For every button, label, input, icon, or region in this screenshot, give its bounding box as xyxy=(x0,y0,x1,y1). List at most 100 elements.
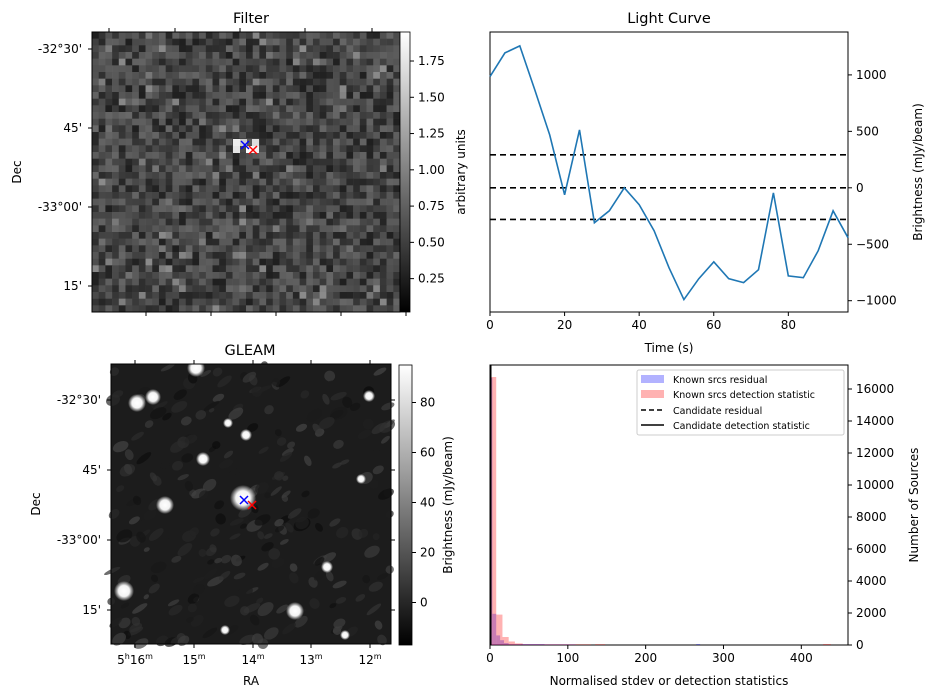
gleam-noise xyxy=(210,528,220,537)
filter-pixel xyxy=(346,92,354,99)
filter-pixel xyxy=(393,292,401,299)
filter-pixel xyxy=(373,278,381,286)
filter-pixel xyxy=(205,292,213,299)
filter-pixel xyxy=(299,98,307,106)
gleam-noise xyxy=(116,529,133,543)
filter-pixel xyxy=(172,298,180,306)
gleam-ylabel: Dec xyxy=(29,492,43,515)
filter-pixel xyxy=(252,185,260,193)
filter-pixel xyxy=(279,285,287,293)
filter-pixel xyxy=(232,205,240,213)
filter-pixel xyxy=(339,52,347,59)
filter-pixel xyxy=(145,85,153,93)
filter-pixel xyxy=(393,198,401,206)
filter-pixel xyxy=(312,305,320,313)
gleam-noise xyxy=(151,574,159,583)
gleam-noise xyxy=(287,441,296,449)
filter-pixel xyxy=(366,38,374,46)
filter-pixel xyxy=(138,98,146,106)
filter-pixel xyxy=(359,205,367,213)
filter-pixel xyxy=(165,205,173,213)
lightcurve-ytick-label: −500 xyxy=(856,237,889,251)
gleam-noise xyxy=(313,569,327,581)
filter-pixel xyxy=(199,65,207,73)
filter-pixel xyxy=(326,198,334,206)
filter-pixel xyxy=(98,52,106,59)
filter-pixel xyxy=(132,105,140,113)
filter-pixel xyxy=(333,185,341,193)
filter-pixel xyxy=(373,105,381,113)
filter-pixel xyxy=(92,45,99,53)
filter-pixel xyxy=(333,152,341,159)
filter-pixel xyxy=(98,172,106,179)
filter-pixel xyxy=(152,292,160,299)
filter-pixel xyxy=(92,125,99,133)
filter-pixel xyxy=(172,238,180,246)
gleam-noise xyxy=(300,390,310,399)
filter-pixel xyxy=(105,232,113,239)
filter-pixel xyxy=(205,205,213,213)
filter-pixel xyxy=(212,52,220,59)
filter-pixel xyxy=(306,185,314,193)
filter-pixel xyxy=(359,85,367,93)
gleam-noise xyxy=(256,597,264,604)
filter-pixel xyxy=(179,145,187,153)
filter-pixel xyxy=(272,245,280,253)
filter-pixel xyxy=(373,252,381,259)
filter-pixel xyxy=(366,158,374,166)
filter-pixel xyxy=(339,292,347,299)
filter-pixel xyxy=(125,125,133,133)
filter-pixel xyxy=(232,258,240,266)
filter-pixel xyxy=(125,132,133,139)
filter-pixel xyxy=(92,192,99,199)
filter-pixel xyxy=(192,72,200,79)
filter-pixel xyxy=(326,245,334,253)
filter-pixel xyxy=(266,238,274,246)
filter-pixel xyxy=(353,152,361,159)
filter-pixel xyxy=(272,45,280,53)
filter-pixel xyxy=(252,45,260,53)
filter-pixel xyxy=(192,212,200,219)
filter-pixel xyxy=(219,252,227,259)
filter-pixel xyxy=(299,72,307,79)
filter-pixel xyxy=(112,38,120,46)
filter-pixel xyxy=(259,152,267,159)
filter-pixel xyxy=(286,198,294,206)
filter-pixel xyxy=(266,58,274,66)
filter-pixel xyxy=(205,118,213,126)
filter-pixel xyxy=(232,105,240,113)
filter-pixel xyxy=(179,112,187,119)
gleam-noise xyxy=(168,604,183,616)
filter-pixel xyxy=(272,72,280,79)
filter-pixel xyxy=(299,198,307,206)
filter-pixel xyxy=(172,185,180,193)
filter-pixel xyxy=(158,245,166,253)
filter-pixel xyxy=(212,285,220,293)
filter-pixel xyxy=(145,38,153,46)
filter-pixel xyxy=(152,172,160,179)
filter-pixel xyxy=(299,252,307,259)
gleam-noise xyxy=(223,450,234,459)
filter-pixel xyxy=(286,292,294,299)
filter-pixel xyxy=(386,245,394,253)
filter-pixel xyxy=(373,125,381,133)
filter-pixel xyxy=(172,38,180,46)
legend-label-0: Known srcs residual xyxy=(673,375,767,386)
filter-pixel xyxy=(125,272,133,279)
filter-pixel xyxy=(92,238,99,246)
filter-pixel xyxy=(152,105,160,113)
lightcurve-ytick-label: 500 xyxy=(856,124,879,138)
filter-pixel xyxy=(172,85,180,93)
gleam-noise xyxy=(376,573,389,580)
histogram-bar xyxy=(496,614,503,645)
filter-pixel xyxy=(205,152,213,159)
filter-pixel xyxy=(98,125,106,133)
filter-pixel xyxy=(292,285,300,293)
filter-pixel xyxy=(232,112,240,119)
filter-pixel xyxy=(192,152,200,159)
filter-pixel xyxy=(232,285,240,293)
filter-pixel xyxy=(98,285,106,293)
gleam-noise xyxy=(254,514,271,526)
filter-pixel xyxy=(165,125,173,133)
